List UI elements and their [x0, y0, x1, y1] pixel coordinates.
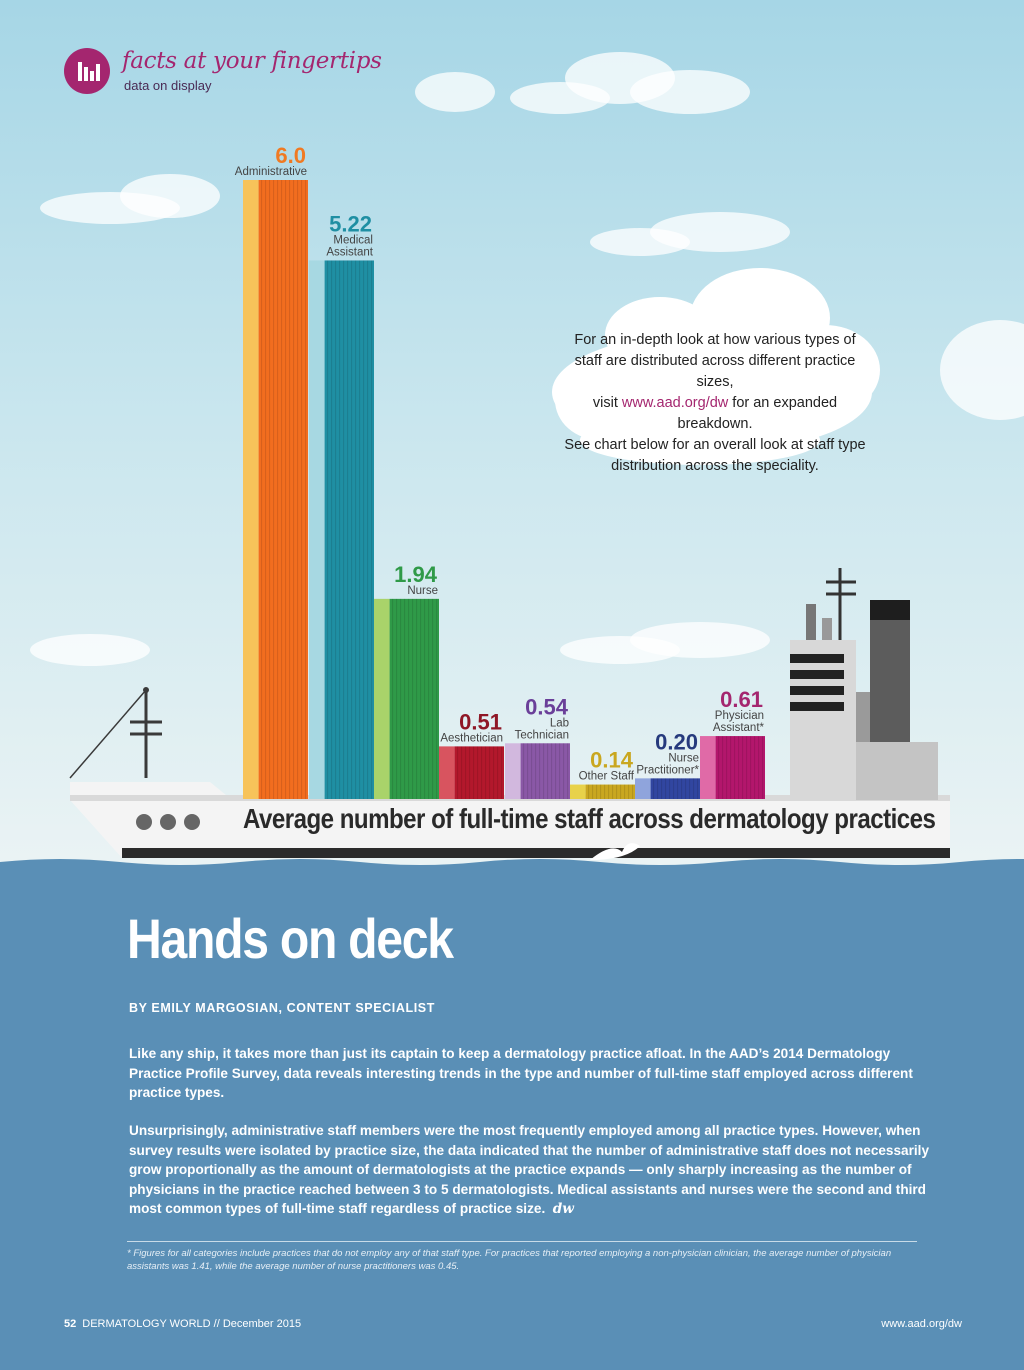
bar-body [520, 743, 570, 799]
bar-body [389, 598, 439, 799]
bar-body [258, 180, 308, 799]
note-text: for an expanded breakdown. [677, 395, 838, 432]
bar-value-label: 6.0 [275, 143, 306, 168]
bar-chart-icon [78, 62, 100, 81]
bar-highlight [570, 784, 586, 799]
bar-medical-assistant [309, 260, 374, 800]
section-subtitle: data on display [124, 78, 212, 93]
cloud-note: For an in-depth look at how various type… [560, 330, 870, 477]
note-line: distribution across the speciality. [611, 458, 819, 474]
bar-aesthetician [439, 746, 504, 799]
bar-value-label: 5.22 [329, 211, 372, 236]
bar-category-label: Physician [715, 710, 764, 722]
bar-body [454, 746, 504, 799]
bar-category-label: Assistant [326, 246, 373, 258]
bar-value-label: 0.20 [655, 729, 698, 754]
chart-bars [243, 180, 765, 800]
note-text: visit [592, 395, 622, 411]
ship-superstructure [790, 568, 938, 800]
cloud-mid-right [590, 212, 790, 256]
note-line: staff are distributed across different p… [574, 353, 856, 390]
bar-value-label: 0.61 [720, 687, 763, 712]
article-paragraph: Unsurprisingly, administrative staff mem… [129, 1121, 939, 1220]
bar-value-label: 0.54 [525, 694, 569, 719]
bar-category-label: Aesthetician [440, 732, 503, 744]
cloud-lower [30, 622, 770, 666]
cloud-left [40, 174, 220, 224]
chart-value-labels: 6.0 5.22 1.94 0.51 0.54 0.14 0.20 0.61 [275, 143, 763, 773]
porthole-icons [136, 814, 200, 830]
bar-highlight [243, 180, 259, 799]
bar-administrative [243, 180, 308, 799]
note-line: visit www.aad.org/dw for an expanded bre… [560, 393, 870, 435]
bar-category-label: Assistant* [713, 722, 765, 734]
bar-body [650, 778, 700, 799]
bar-other-staff [570, 784, 635, 799]
chart-title: Average number of full-time staff across… [243, 803, 936, 834]
bar-category-label: Medical [333, 234, 373, 246]
bar-lab-technician [505, 743, 570, 799]
dw-end-mark: dw [552, 1201, 575, 1217]
publication-name: DERMATOLOGY WORLD // December 2015 [82, 1318, 302, 1330]
article-headline: Hands on deck [127, 907, 454, 970]
bar-value-label: 0.51 [459, 709, 502, 734]
paragraph-text: Unsurprisingly, administrative staff mem… [129, 1123, 930, 1216]
bar-physician-assistant [700, 736, 765, 799]
bar-body [715, 736, 765, 799]
bar-category-label: Technician [515, 729, 569, 741]
bar-category-label: Lab [550, 717, 569, 729]
sea-background [0, 868, 1024, 1370]
cloud-top-right [415, 52, 750, 114]
page-footer: 52 DERMATOLOGY WORLD // December 2015 [64, 1318, 301, 1330]
bar-chart: 6.0 5.22 1.94 0.51 0.54 0.14 0.20 0.61 Administ… [0, 143, 1024, 870]
cloud-far-right [940, 320, 1024, 420]
note-line: For an in-depth look at how various type… [574, 332, 856, 348]
bar-category-label: Nurse [407, 585, 438, 597]
sky-background [0, 0, 1024, 870]
article-byline: BY EMILY MARGOSIAN, CONTENT SPECIALIST [129, 1001, 435, 1015]
footnote: * Figures for all categories include pra… [127, 1248, 892, 1272]
section-title: facts at your fingertips [122, 48, 382, 74]
page-number: 52 [64, 1318, 77, 1330]
bar-highlight [700, 736, 716, 799]
ship-mast-icon [69, 687, 162, 779]
bar-highlight [374, 598, 390, 799]
bar-highlight [309, 260, 325, 800]
bar-body [585, 784, 635, 799]
bar-value-label: 0.14 [590, 748, 634, 773]
bar-value-label: 1.94 [394, 562, 438, 587]
bar-highlight [505, 743, 521, 799]
bar-highlight [635, 778, 651, 799]
article-paragraph: Like any ship, it takes more than just i… [129, 1046, 913, 1100]
bar-nurse-practitioner [635, 778, 700, 799]
bar-category-label: Administrative [235, 166, 307, 178]
bar-category-label: Other Staff [579, 771, 635, 783]
bar-highlight [439, 746, 455, 799]
note-cloud [552, 268, 880, 465]
bar-body [324, 260, 374, 800]
divider [127, 1241, 917, 1242]
bar-nurse [374, 598, 439, 799]
bar-category-label: Nurse [668, 752, 699, 764]
aad-link[interactable]: www.aad.org/dw [621, 395, 729, 411]
bar-category-label: Practitioner* [636, 764, 699, 776]
note-line: See chart below for an overall look at s… [564, 437, 866, 453]
chart-logo-icon [64, 48, 110, 94]
sea-waves [0, 843, 1024, 870]
footer-url[interactable]: www.aad.org/dw [881, 1318, 962, 1330]
